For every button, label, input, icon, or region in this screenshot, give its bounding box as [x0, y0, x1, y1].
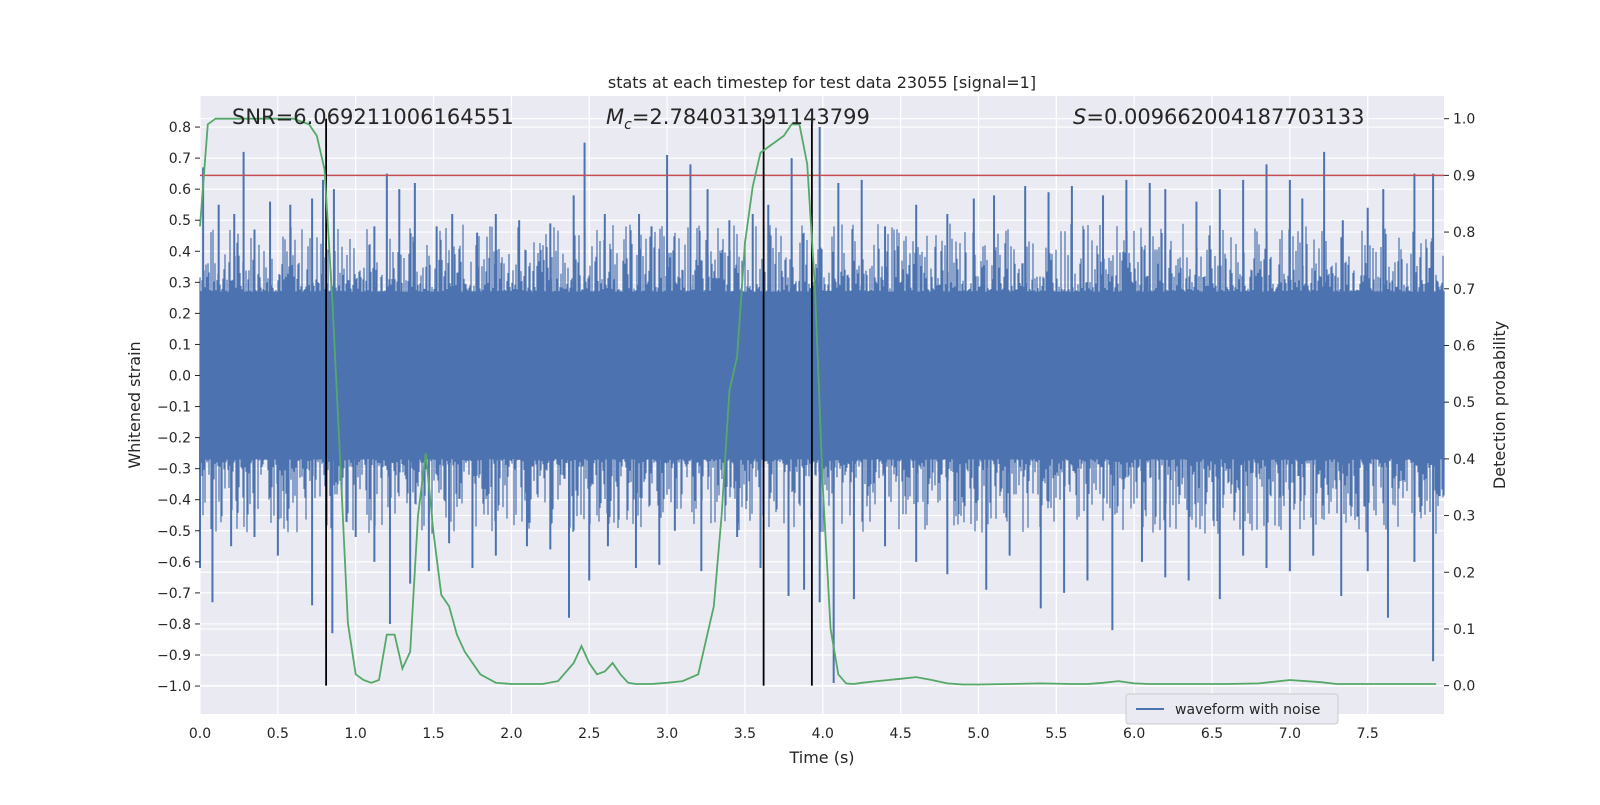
legend: waveform with noise	[1125, 693, 1339, 725]
left-tick-label-8: 0.0	[169, 368, 191, 384]
x-tick-label-6: 3.0	[656, 726, 678, 742]
right-tick-label-3: 0.7	[1453, 282, 1475, 298]
s-annotation: S=0.009662004187703133	[1073, 105, 1364, 129]
strain-series	[199, 127, 1445, 683]
left-tick-label-14: −0.6	[157, 555, 191, 571]
x-tick-label-0: 0.0	[189, 726, 211, 742]
s-symbol: S	[1073, 105, 1086, 129]
left-tick-label-6: 0.2	[169, 306, 191, 322]
right-tick-label-6: 0.4	[1453, 452, 1475, 468]
left-tick-label-18: −1.0	[157, 679, 191, 695]
x-tick-label-3: 1.5	[422, 726, 444, 742]
left-tick-label-11: −0.3	[157, 462, 191, 478]
legend-label: waveform with noise	[1175, 702, 1320, 718]
vertical-markers	[325, 118, 813, 686]
x-tick-label-10: 5.0	[967, 726, 989, 742]
x-tick-label-2: 1.0	[345, 726, 367, 742]
mc-value: =2.784031391143799	[632, 105, 870, 129]
snr-annotation: SNR=6.069211006164551	[232, 105, 514, 129]
right-tick-label-9: 0.1	[1453, 622, 1475, 638]
left-y-axis-label: Whitened strain	[125, 341, 144, 468]
left-tick-label-9: −0.1	[157, 400, 191, 416]
left-tick-label-7: 0.1	[169, 337, 191, 353]
left-tick-label-5: 0.3	[169, 275, 191, 291]
right-tick-label-8: 0.2	[1453, 565, 1475, 581]
x-tick-label-9: 4.5	[889, 726, 911, 742]
x-tick-label-7: 3.5	[734, 726, 756, 742]
x-tick-labels: 0.0 0.5 1.0 1.5 2.0 2.5 3.0 3.5 4.0 4.5 5.0 5.5 6.0 6…	[189, 726, 1379, 742]
x-tick-label-11: 5.5	[1045, 726, 1067, 742]
probability-line	[199, 117, 1437, 686]
probability-series	[199, 117, 1437, 686]
x-tick-label-5: 2.5	[578, 726, 600, 742]
left-tick-label-15: −0.7	[157, 586, 191, 602]
x-tick-label-13: 6.5	[1201, 726, 1223, 742]
x-tick-label-14: 7.0	[1279, 726, 1301, 742]
left-tick-label-17: −0.9	[157, 648, 191, 664]
left-tick-label-12: −0.4	[157, 493, 191, 509]
right-tick-label-2: 0.8	[1453, 225, 1475, 241]
right-tick-label-7: 0.3	[1453, 509, 1475, 525]
left-tick-label-16: −0.8	[157, 617, 191, 633]
x-tick-label-15: 7.5	[1357, 726, 1379, 742]
left-tick-label-0: 0.8	[169, 120, 191, 136]
right-tick-label-4: 0.6	[1453, 338, 1475, 354]
right-y-axis-label: Detection probability	[1490, 321, 1509, 489]
right-tick-label-10: 0.0	[1453, 679, 1475, 695]
x-tick-label-12: 6.0	[1123, 726, 1145, 742]
mc-subscript: c	[624, 117, 632, 133]
left-tick-label-4: 0.4	[169, 244, 191, 260]
chart-title: stats at each timestep for test data 230…	[608, 73, 1036, 92]
left-y-tick-labels: 0.8 0.7 0.6 0.5 0.4 0.3 0.2 0.1 0.0 −0.1 −0.2 −0.3 −…	[157, 120, 200, 695]
right-y-tick-labels: 1.0 0.9 0.8 0.7 0.6 0.5 0.4 0.3 0.2 0.1 0.0	[1444, 112, 1475, 695]
left-tick-label-3: 0.5	[169, 213, 191, 229]
mc-symbol: M	[606, 105, 624, 129]
legend-box	[1125, 693, 1339, 725]
chirp-mass-annotation: Mc=2.784031391143799	[606, 105, 870, 133]
left-tick-label-1: 0.7	[169, 151, 191, 167]
left-tick-label-2: 0.6	[169, 182, 191, 198]
s-value: =0.009662004187703133	[1086, 105, 1364, 129]
right-tick-label-5: 0.5	[1453, 395, 1475, 411]
right-tick-label-1: 0.9	[1453, 168, 1475, 184]
x-tick-label-8: 4.0	[812, 726, 834, 742]
x-tick-label-1: 0.5	[267, 726, 289, 742]
left-tick-label-10: −0.2	[157, 431, 191, 447]
x-axis-label: Time (s)	[788, 748, 854, 767]
left-tick-label-13: −0.5	[157, 524, 191, 540]
right-tick-label-0: 1.0	[1453, 112, 1475, 128]
strain-noise-lines	[199, 223, 1445, 534]
x-tick-label-4: 2.0	[500, 726, 522, 742]
